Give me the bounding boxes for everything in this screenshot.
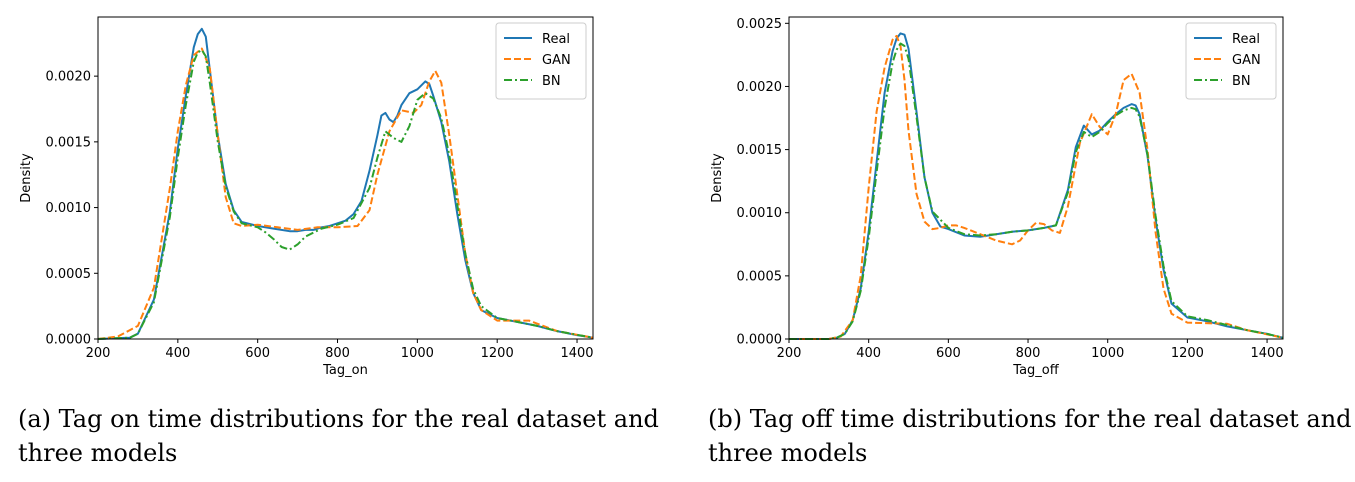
- x-tick-label-0-3: 800: [325, 346, 350, 361]
- x-tick-label-0-5: 1200: [481, 346, 514, 361]
- x-tick-label-1-4: 1000: [1091, 346, 1124, 361]
- legend-box-1: [1185, 22, 1277, 100]
- y-axis-label-1: Density: [710, 153, 725, 203]
- y-tick-label-1-1: 0.0005: [737, 269, 783, 284]
- y-tick-label-0-0: 0.0000: [46, 333, 92, 348]
- y-tick-label-1-2: 0.0010: [737, 206, 783, 221]
- x-axis-label-0: Tag_on: [322, 363, 368, 378]
- legend-box-0: [495, 22, 587, 100]
- series-line-bn-1: [789, 42, 1284, 340]
- y-tick-label-1-0: 0.0000: [737, 333, 783, 348]
- x-tick-label-1-6: 1400: [1251, 346, 1284, 361]
- x-tick-label-1-2: 600: [936, 346, 961, 361]
- series-line-gan-1: [789, 34, 1284, 340]
- x-tick-label-0-4: 1000: [401, 346, 434, 361]
- caption-b: (b) Tag off time distributions for the r…: [708, 405, 1352, 467]
- caption-a: (a) Tag on time distributions for the re…: [18, 405, 659, 467]
- series-line-gan-0: [97, 47, 594, 340]
- legend-label-gan-0: GAN: [542, 53, 571, 68]
- x-tick-label-1-5: 1200: [1171, 346, 1204, 361]
- y-tick-label-1-3: 0.0015: [737, 143, 783, 158]
- x-tick-label-0-6: 1400: [560, 346, 593, 361]
- y-tick-label-0-3: 0.0015: [46, 135, 92, 150]
- x-tick-label-0-2: 600: [245, 346, 270, 361]
- x-axis-label-1: Tag_off: [1012, 363, 1059, 378]
- chart-b: 200 400 600 800 1000 1200 1400 0.0000 0.0005 0.00…: [710, 16, 1284, 378]
- x-tick-label-1-1: 400: [856, 346, 881, 361]
- x-tick-label-0-1: 400: [165, 346, 190, 361]
- y-tick-label-0-1: 0.0005: [46, 267, 92, 282]
- figure-a: 200 400 600 800 1000 1200 1400 0.0000 0.0005 0.00…: [0, 0, 677, 482]
- y-tick-label-0-2: 0.0010: [46, 201, 92, 216]
- y-tick-label-1-4: 0.0020: [737, 80, 783, 95]
- x-tick-label-0-0: 200: [86, 346, 111, 361]
- plot-frame-0: [97, 16, 594, 340]
- x-tick-label-1-0: 200: [777, 346, 802, 361]
- x-tick-label-1-3: 800: [1016, 346, 1041, 361]
- y-tick-label-0-4: 0.0020: [46, 70, 92, 85]
- chart-a: 200 400 600 800 1000 1200 1400 0.0000 0.0005 0.00…: [19, 16, 594, 378]
- series-line-bn-0: [97, 48, 594, 340]
- plot-frame-1: [788, 16, 1284, 340]
- legend-label-real-0: Real: [542, 32, 570, 47]
- figure-b: 200 400 600 800 1000 1200 1400 0.0000 0.0005 0.00…: [677, 0, 1355, 482]
- legend-label-bn-0: BN: [542, 74, 561, 89]
- legend-label-real-1: Real: [1232, 32, 1260, 47]
- y-tick-label-1-5: 0.0025: [737, 17, 783, 32]
- y-axis-label-0: Density: [19, 153, 34, 203]
- legend-label-bn-1: BN: [1232, 74, 1251, 89]
- legend-label-gan-1: GAN: [1232, 53, 1261, 68]
- series-line-real-0: [97, 27, 594, 340]
